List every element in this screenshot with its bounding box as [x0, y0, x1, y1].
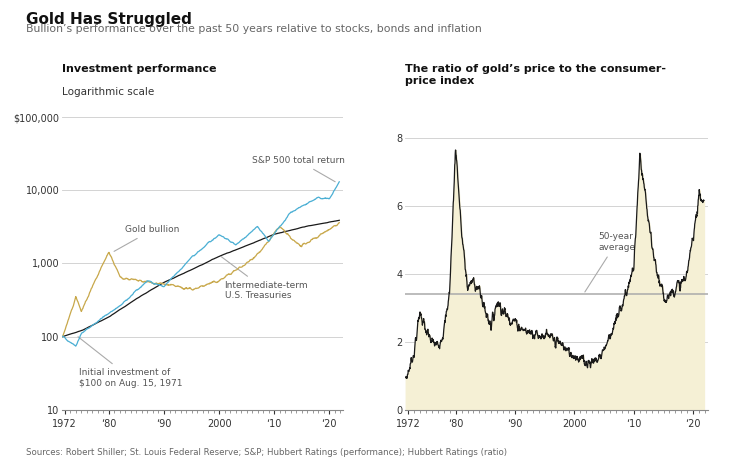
Text: S&P 500 total return: S&P 500 total return — [252, 156, 345, 182]
Text: Intermediate-term
U.S. Treasuries: Intermediate-term U.S. Treasuries — [221, 257, 308, 300]
Text: 50-year
average: 50-year average — [585, 232, 635, 292]
Text: Logarithmic scale: Logarithmic scale — [62, 88, 154, 97]
Text: Gold bullion: Gold bullion — [114, 225, 180, 251]
Text: Investment performance: Investment performance — [62, 64, 217, 75]
Text: Gold Has Struggled: Gold Has Struggled — [26, 12, 191, 26]
Text: Sources: Robert Shiller; St. Louis Federal Reserve; S&P; Hubbert Ratings (perfor: Sources: Robert Shiller; St. Louis Feder… — [26, 449, 507, 457]
Text: The ratio of gold’s price to the consumer-
price index: The ratio of gold’s price to the consume… — [405, 64, 666, 86]
Text: Bullion’s performance over the past 50 years relative to stocks, bonds and infla: Bullion’s performance over the past 50 y… — [26, 24, 481, 34]
Text: Initial investment of
$100 on Aug. 15, 1971: Initial investment of $100 on Aug. 15, 1… — [78, 337, 182, 388]
